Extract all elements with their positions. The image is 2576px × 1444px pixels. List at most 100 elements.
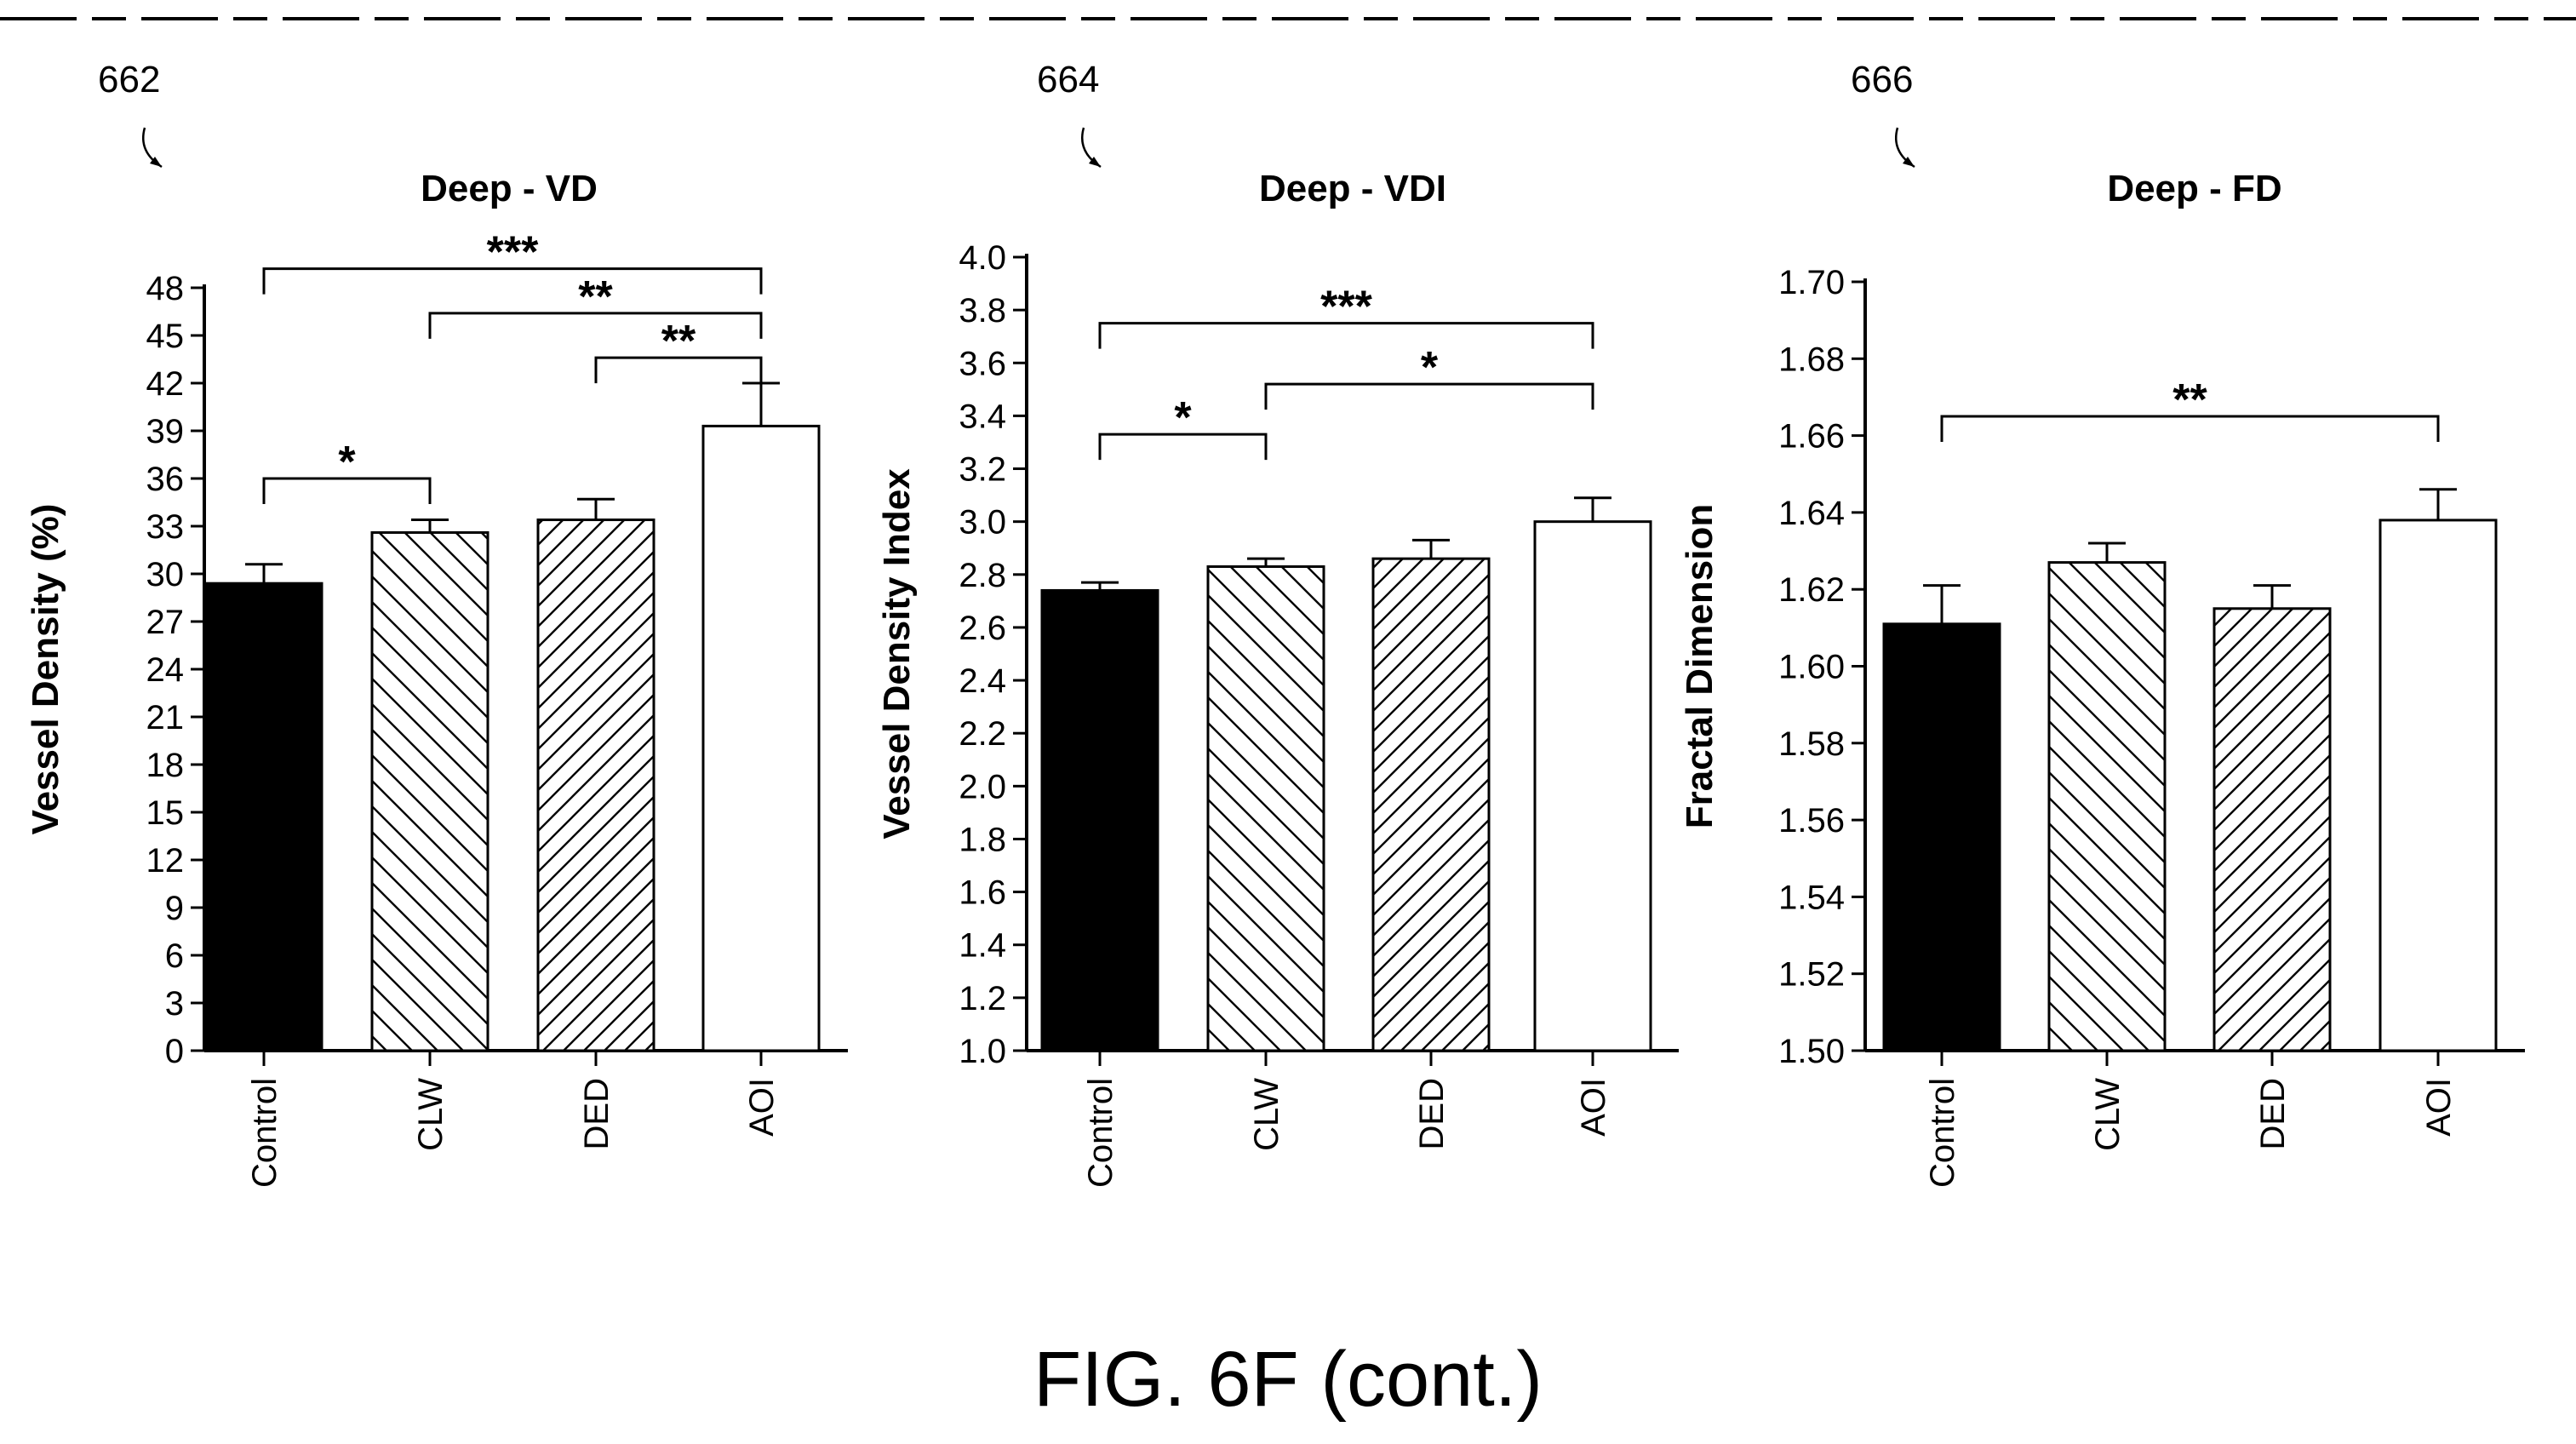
y-tick-label: 1.62: [1778, 571, 1845, 609]
y-tick-label: 1.4: [959, 927, 1006, 965]
chart-title: Deep - FD: [2107, 168, 2281, 209]
panel-reference-number: 664: [1037, 59, 1099, 100]
bar-ded: [2212, 607, 2332, 1052]
y-axis-label: Fractal Dimension: [1679, 504, 1720, 828]
chart-title: Deep - VD: [421, 168, 598, 209]
y-tick-label: 1.58: [1778, 725, 1845, 763]
y-tick-label: 1.68: [1778, 341, 1845, 378]
x-tick-label: DED: [1413, 1078, 1451, 1149]
chart-panel-666: 666 Deep - FD Fractal Dimension 1.50 1.52 1.5…: [1679, 59, 2525, 1188]
significance-label: *: [1421, 343, 1439, 393]
y-tick-label: 2.2: [959, 715, 1006, 753]
y-tick-label: 3.2: [959, 451, 1006, 489]
significance-label: **: [2172, 375, 2207, 425]
bar-clw: [1206, 564, 1325, 1052]
y-tick-label: 2.6: [959, 610, 1006, 647]
significance-bracket: [1940, 415, 2440, 443]
x-tick-label: DED: [578, 1078, 615, 1149]
y-tick-label: 30: [146, 556, 185, 593]
y-tick-label: 2.0: [959, 768, 1006, 805]
bar-control: [1040, 588, 1159, 1052]
bar-control: [204, 582, 323, 1052]
y-tick-label: 1.6: [959, 874, 1006, 912]
y-tick-label: 36: [146, 461, 185, 498]
significance-bracket: [1264, 382, 1594, 410]
x-tick-label: AOI: [743, 1078, 781, 1137]
significance-bracket: [262, 477, 432, 504]
y-tick-label: 3: [165, 985, 184, 1023]
y-tick-label: 2.8: [959, 557, 1006, 594]
y-tick-label: 3.6: [959, 345, 1006, 382]
reference-arrow-head: [1089, 157, 1101, 167]
y-tick-label: 6: [165, 937, 184, 975]
bar-control: [1882, 622, 2001, 1052]
significance-bracket: [594, 356, 763, 384]
bar-aoi: [701, 424, 821, 1052]
bar-ded: [536, 519, 655, 1052]
x-tick-label: CLW: [1248, 1078, 1285, 1151]
chart-panel-664: 664 Deep - VDI Vessel Density Index 1.0 1.2 1…: [876, 59, 1679, 1188]
significance-bracket: [428, 312, 763, 339]
y-tick-label: 1.60: [1778, 649, 1845, 686]
y-tick-label: 27: [146, 604, 185, 641]
y-tick-label: 3.0: [959, 504, 1006, 542]
x-tick-label: Control: [1082, 1078, 1119, 1188]
significance-label: **: [578, 272, 613, 322]
y-tick-label: 4.0: [959, 239, 1006, 277]
y-tick-label: 9: [165, 890, 184, 927]
significance-label: ***: [487, 228, 539, 278]
y-tick-label: 42: [146, 365, 185, 403]
y-tick-label: 3.8: [959, 292, 1006, 329]
reference-arrow-head: [150, 157, 162, 167]
y-tick-label: 1.66: [1778, 418, 1845, 456]
y-tick-label: 15: [146, 794, 185, 832]
y-tick-label: 45: [146, 318, 185, 355]
significance-label: *: [1174, 393, 1192, 443]
x-tick-label: Control: [1924, 1078, 1961, 1188]
y-tick-label: 1.54: [1778, 879, 1845, 916]
y-tick-label: 1.8: [959, 821, 1006, 858]
y-tick-label: 33: [146, 508, 185, 546]
y-tick-label: 18: [146, 747, 185, 784]
x-tick-label: DED: [2254, 1078, 2292, 1149]
significance-bracket: [1098, 322, 1594, 349]
significance-bracket: [1098, 433, 1268, 461]
y-axis-label: Vessel Density (%): [25, 504, 66, 835]
y-tick-label: 1.2: [959, 980, 1006, 1017]
significance-bracket: [262, 267, 763, 295]
significance-label: **: [661, 317, 696, 366]
y-tick-label: 1.50: [1778, 1033, 1845, 1070]
significance-label: *: [338, 438, 356, 487]
y-tick-label: 12: [146, 842, 185, 880]
bar-aoi: [1533, 520, 1652, 1052]
y-tick-label: 1.0: [959, 1033, 1006, 1070]
y-tick-label: 1.52: [1778, 956, 1845, 994]
x-tick-label: AOI: [2420, 1078, 2458, 1137]
x-tick-label: AOI: [1575, 1078, 1612, 1137]
y-axis-label: Vessel Density Index: [876, 468, 918, 839]
x-tick-label: CLW: [412, 1078, 449, 1151]
y-tick-label: 3.4: [959, 398, 1006, 435]
bar-clw: [2047, 561, 2167, 1052]
x-tick-label: CLW: [2089, 1078, 2127, 1151]
panel-reference-number: 662: [98, 59, 160, 100]
y-tick-label: 24: [146, 651, 185, 689]
y-tick-label: 2.4: [959, 662, 1006, 700]
y-tick-label: 21: [146, 699, 185, 736]
y-tick-label: 1.64: [1778, 495, 1845, 532]
y-tick-label: 39: [146, 413, 185, 450]
bar-ded: [1371, 557, 1491, 1052]
y-tick-label: 1.70: [1778, 264, 1845, 301]
y-tick-label: 0: [165, 1033, 184, 1070]
panel-reference-number: 666: [1851, 59, 1913, 100]
chart-title: Deep - VDI: [1259, 168, 1446, 209]
significance-label: ***: [1320, 283, 1372, 332]
bar-aoi: [2379, 519, 2498, 1052]
figure-caption: FIG. 6F (cont.): [1033, 1336, 1543, 1423]
y-tick-label: 48: [146, 270, 185, 307]
x-tick-label: Control: [246, 1078, 283, 1188]
y-tick-label: 1.56: [1778, 802, 1845, 839]
bar-clw: [370, 530, 489, 1052]
